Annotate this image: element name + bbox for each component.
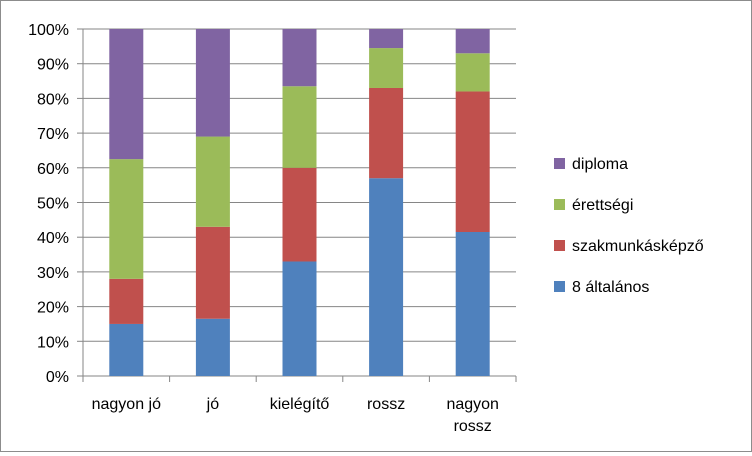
bar-segment — [282, 167, 317, 262]
bar-segment — [369, 87, 404, 179]
bar-segment — [369, 29, 404, 49]
bar-segment — [369, 178, 404, 376]
x-tick-label: jó — [206, 396, 220, 413]
bar-segment — [109, 278, 144, 324]
legend-label: diploma — [572, 156, 628, 173]
legend-swatch — [554, 199, 565, 210]
bar-segment — [109, 159, 144, 279]
y-tick-label: 60% — [37, 161, 69, 178]
x-tick-label: kielégítő — [270, 396, 330, 413]
x-tick-label: nagyon jó — [92, 396, 161, 413]
legend-swatch — [554, 281, 565, 292]
y-tick-label: 50% — [37, 196, 69, 213]
y-tick-label: 100% — [28, 22, 69, 39]
bar-segment — [195, 318, 230, 376]
bar-segment — [195, 29, 230, 137]
bar-segment — [109, 29, 144, 160]
bar-segment — [455, 91, 490, 232]
bar-segment — [282, 29, 317, 87]
bar-segment — [195, 136, 230, 227]
y-tick-label: 0% — [46, 369, 69, 386]
legend-label: szakmunkásképző — [572, 238, 704, 255]
bar-segment — [195, 226, 230, 319]
y-tick-label: 90% — [37, 57, 69, 74]
bar-segment — [455, 29, 490, 54]
x-tick-label: nagyon rossz — [446, 396, 499, 435]
y-tick-label: 10% — [37, 334, 69, 351]
bar-segment — [455, 231, 490, 376]
y-tick-label: 30% — [37, 265, 69, 282]
bar-segment — [369, 48, 404, 88]
bar-segment — [455, 53, 490, 92]
y-tick-label: 70% — [37, 126, 69, 143]
bar-segment — [109, 323, 144, 376]
x-tick-label: rossz — [367, 396, 405, 413]
legend-swatch — [554, 240, 565, 251]
bar-segment — [282, 86, 317, 168]
y-tick-label: 40% — [37, 230, 69, 247]
legend-swatch — [554, 158, 565, 169]
legend-label: 8 általános — [572, 279, 649, 296]
y-tick-label: 20% — [37, 300, 69, 317]
legend-label: érettségi — [572, 197, 633, 214]
y-tick-label: 80% — [37, 91, 69, 108]
bar-segment — [282, 261, 317, 376]
